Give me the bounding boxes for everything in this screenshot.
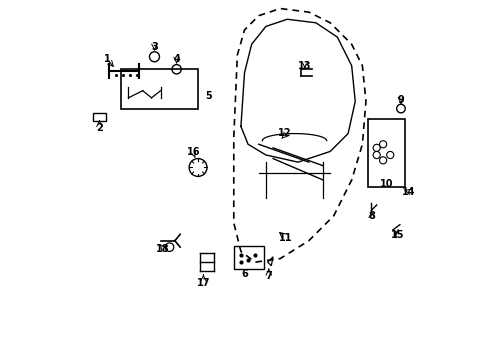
Text: 4: 4	[173, 54, 180, 64]
Text: 16: 16	[186, 148, 200, 157]
Bar	[367, 119, 405, 187]
Bar	[93, 113, 106, 121]
Text: 6: 6	[241, 269, 247, 279]
Text: 2: 2	[96, 123, 102, 133]
Text: 5: 5	[205, 91, 212, 101]
Text: 15: 15	[390, 230, 404, 240]
Text: 3: 3	[151, 42, 158, 52]
Text: 11: 11	[278, 233, 292, 243]
Text: 7: 7	[265, 271, 272, 282]
Bar	[233, 246, 264, 269]
Text: 14: 14	[401, 187, 415, 197]
Text: 8: 8	[367, 211, 374, 221]
Bar	[121, 69, 198, 109]
Text: 18: 18	[156, 244, 169, 253]
Text: 9: 9	[397, 95, 404, 105]
Text: 12: 12	[278, 128, 291, 138]
Text: 10: 10	[379, 179, 392, 189]
Text: 1: 1	[103, 54, 110, 64]
Text: 13: 13	[297, 61, 311, 71]
Text: 17: 17	[196, 278, 210, 288]
